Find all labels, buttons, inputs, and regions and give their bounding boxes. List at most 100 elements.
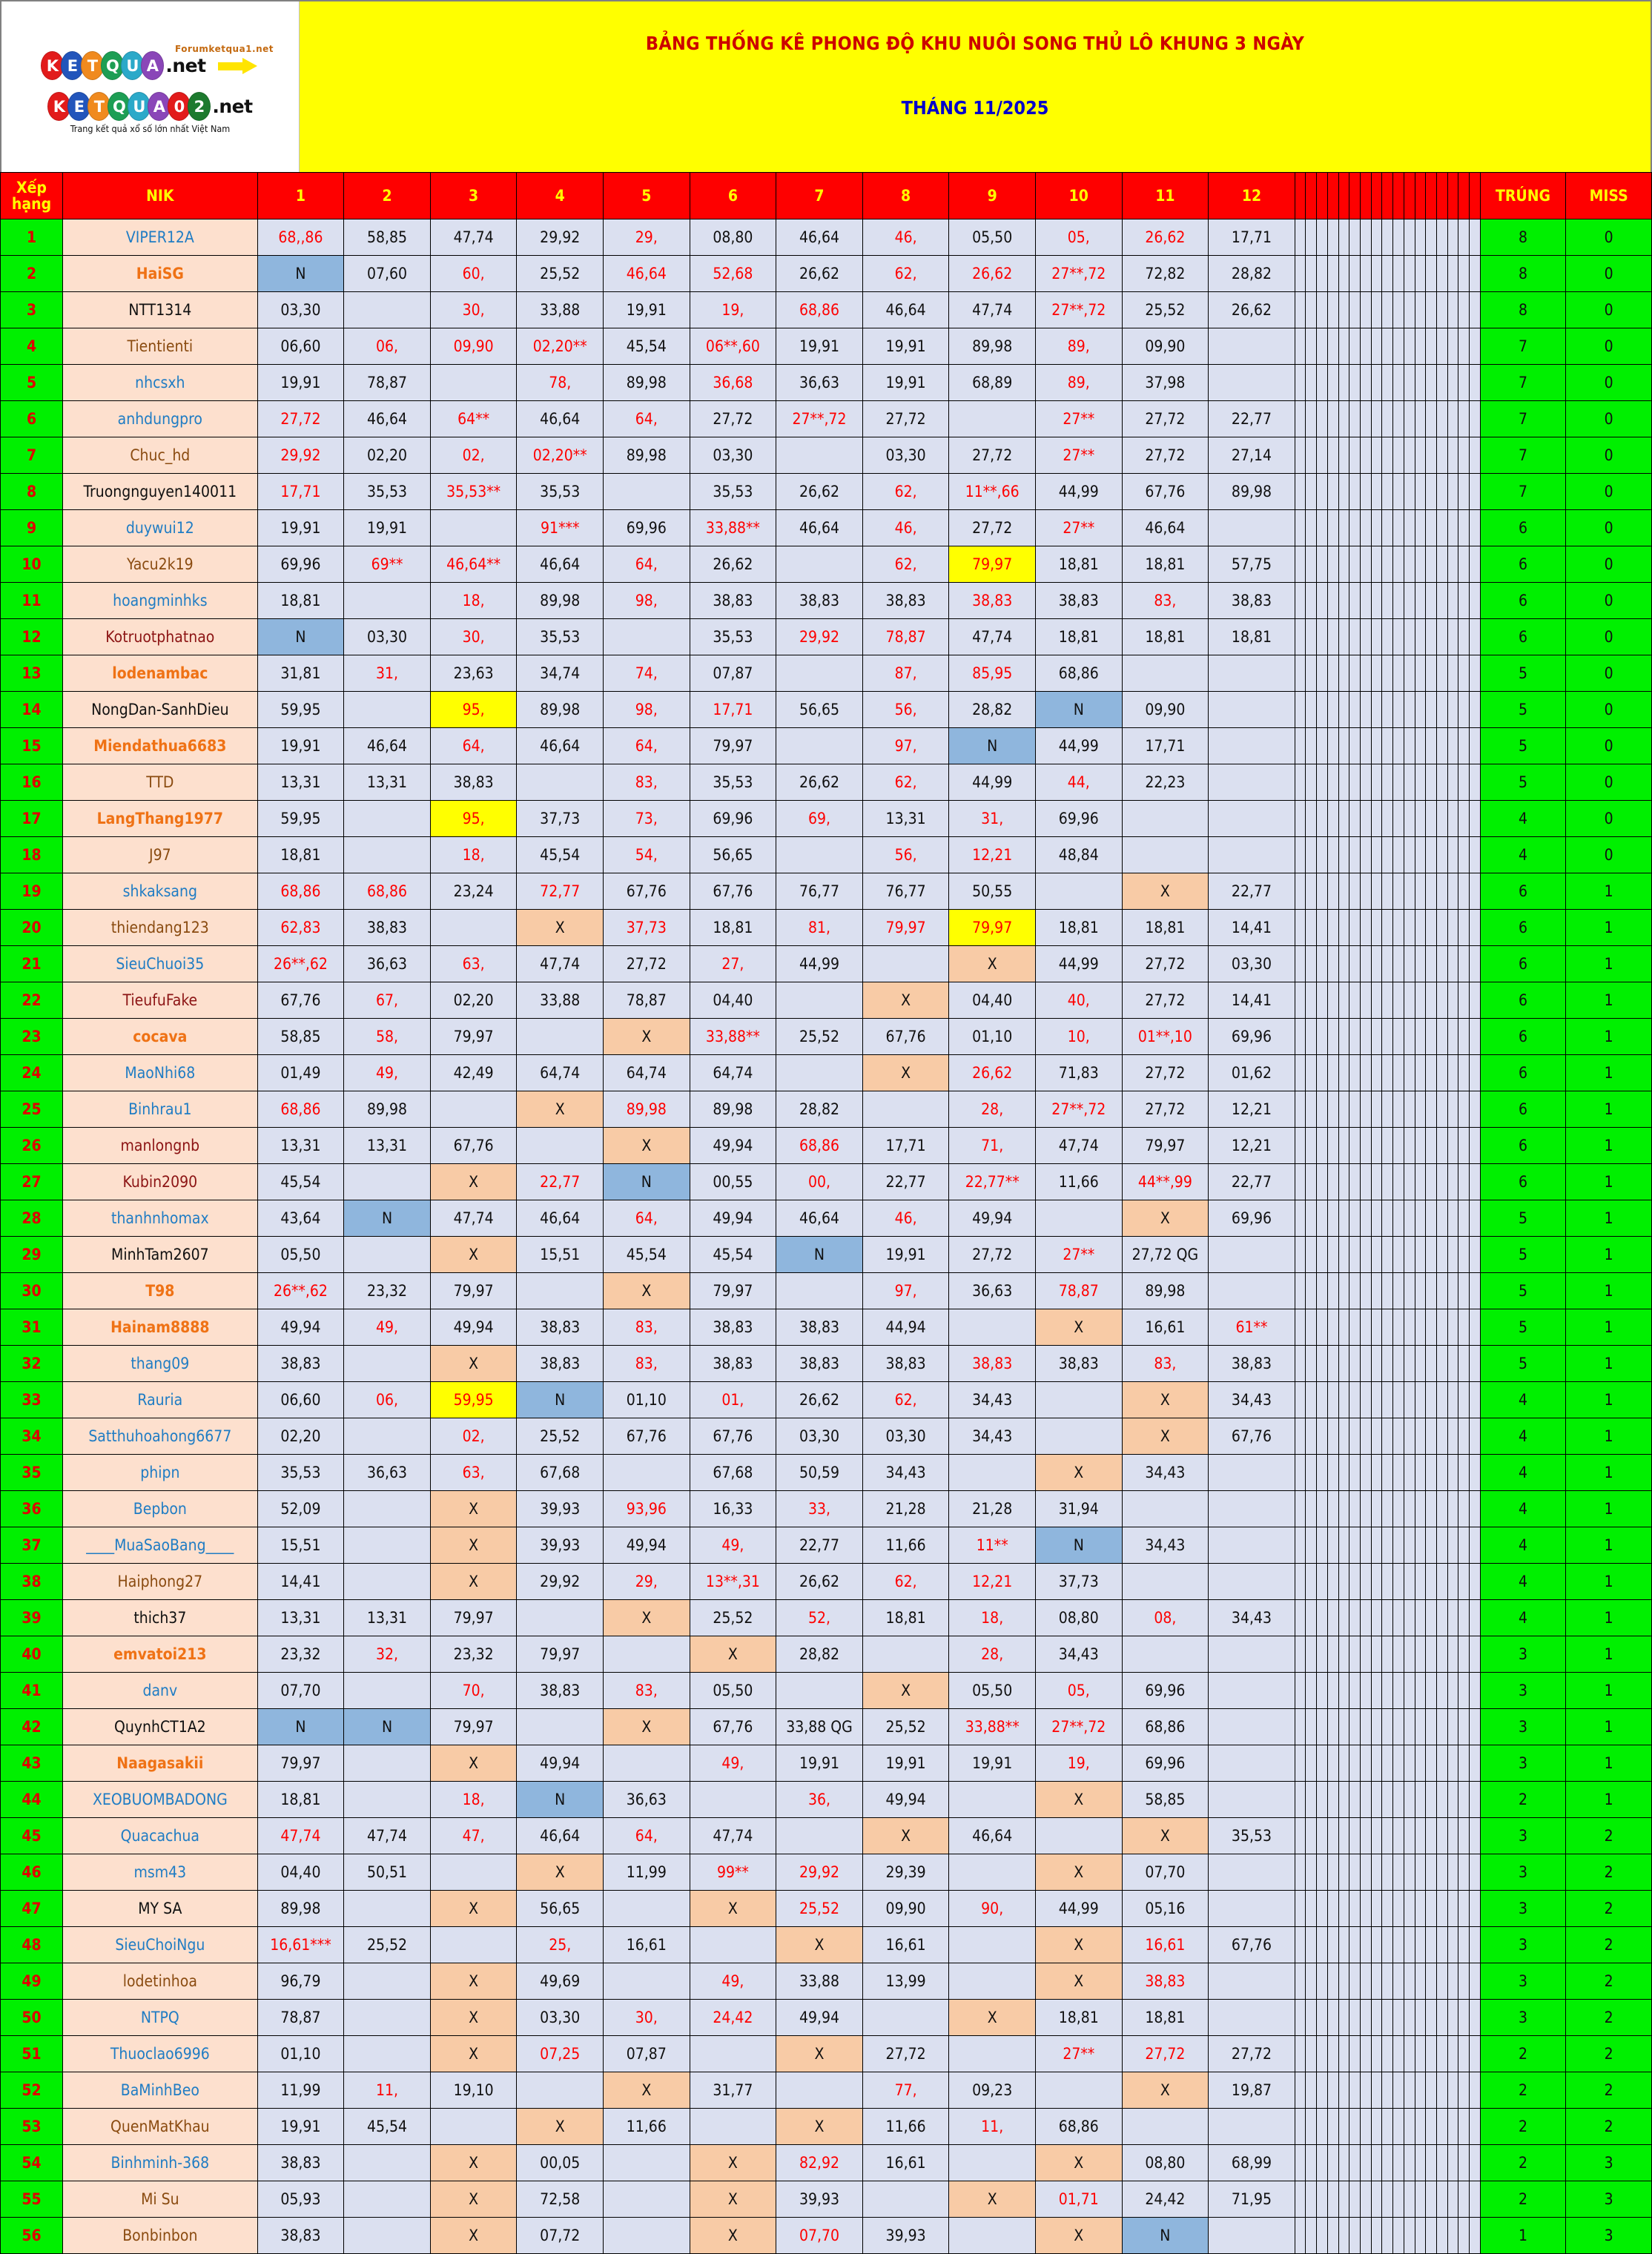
value-cell-day-8[interactable]: 76,77 [862, 873, 950, 910]
value-cell-day-2[interactable]: 68,86 [343, 873, 431, 910]
value-cell-day-7[interactable]: 38,83 [776, 582, 863, 619]
value-cell-day-7[interactable]: 68,86 [776, 1127, 863, 1164]
value-cell-day-12[interactable]: 01,62 [1208, 1054, 1295, 1091]
value-cell-day-4[interactable]: 33,88 [516, 291, 604, 328]
value-cell-day-7[interactable]: 26,62 [776, 1563, 863, 1600]
value-cell-day-1[interactable]: 96,79 [257, 1963, 345, 2000]
nik-cell[interactable]: MinhTam2607 [62, 1236, 258, 1273]
table-row[interactable]: 23 cocava 58,85 58, 79,97 X 33,88** 25,52 67,76 0… [0, 1018, 1652, 1055]
value-cell-day-3[interactable]: 60, [429, 255, 518, 292]
value-cell-day-12[interactable]: 69,96 [1208, 1018, 1295, 1055]
value-cell-day-12[interactable]: 26,62 [1208, 291, 1295, 328]
value-cell-day-10[interactable]: 44,99 [1034, 945, 1123, 982]
value-cell-day-7[interactable]: 56,65 [776, 691, 863, 728]
value-cell-day-10[interactable]: 10, [1034, 1018, 1123, 1055]
value-cell-day-4[interactable]: 67,68 [516, 1454, 604, 1491]
value-cell-day-9[interactable]: 05,50 [948, 1672, 1036, 1709]
value-cell-day-10[interactable]: 18,81 [1034, 618, 1123, 655]
table-row[interactable]: 4 Tientienti 06,60 06, 09,90 02,20** 45,54 06**… [0, 328, 1652, 365]
value-cell-day-1[interactable]: 45,54 [257, 1163, 345, 1200]
value-cell-day-6[interactable]: 24,42 [689, 1999, 777, 2036]
value-cell-day-8[interactable]: 62, [862, 1381, 950, 1418]
value-cell-day-8[interactable]: 09,90 [862, 1890, 950, 1927]
value-cell-day-3[interactable]: 09,90 [429, 328, 518, 365]
value-cell-day-7[interactable]: 27**,72 [776, 400, 863, 437]
value-cell-day-8[interactable]: 19,91 [862, 328, 950, 365]
value-cell-day-12[interactable]: 27,14 [1208, 437, 1295, 474]
value-cell-day-9[interactable]: 28, [948, 1091, 1036, 1128]
value-cell-day-6[interactable]: 27, [689, 945, 777, 982]
value-cell-day-8[interactable]: 19,91 [862, 1745, 950, 1782]
value-cell-day-6[interactable]: 33,88** [689, 509, 777, 546]
nik-cell[interactable]: Miendathua6683 [62, 727, 258, 764]
value-cell-day-9[interactable]: 11, [948, 2108, 1036, 2145]
value-cell-day-9[interactable]: 19,91 [948, 1745, 1036, 1782]
value-cell-day-9[interactable]: 90, [948, 1890, 1036, 1927]
value-cell-day-7[interactable]: 46,64 [776, 1200, 863, 1237]
value-cell-day-2[interactable]: 31, [343, 655, 431, 692]
table-row[interactable]: 3 NTT1314 03,30 30, 33,88 19,91 19, 68,86 46,64 4… [0, 291, 1652, 328]
table-row[interactable]: 55 Mi Su 05,93 X 72,58 X 39,93 X 01,71 24,42 71,95… [0, 2181, 1652, 2218]
value-cell-day-11[interactable]: X [1121, 1817, 1209, 1854]
value-cell-day-10[interactable]: 40, [1034, 982, 1123, 1019]
value-cell-day-6[interactable]: 47,74 [689, 1817, 777, 1854]
value-cell-day-7[interactable]: 00, [776, 1163, 863, 1200]
value-cell-day-4[interactable] [516, 1272, 604, 1309]
value-cell-day-11[interactable]: 34,43 [1121, 1454, 1209, 1491]
value-cell-day-10[interactable] [1034, 1381, 1123, 1418]
value-cell-day-7[interactable] [776, 1817, 863, 1854]
value-cell-day-2[interactable] [343, 2217, 431, 2254]
value-cell-day-2[interactable]: 11, [343, 2072, 431, 2109]
value-cell-day-9[interactable]: 26,62 [948, 255, 1036, 292]
value-cell-day-7[interactable]: 81, [776, 909, 863, 946]
nik-cell[interactable]: shkaksang [62, 873, 258, 910]
nik-cell[interactable]: J97 [62, 836, 258, 873]
value-cell-day-6[interactable]: 00,55 [689, 1163, 777, 1200]
value-cell-day-10[interactable]: 27**,72 [1034, 1708, 1123, 1745]
value-cell-day-4[interactable] [516, 1127, 604, 1164]
value-cell-day-10[interactable]: 68,86 [1034, 2108, 1123, 2145]
value-cell-day-1[interactable]: 58,85 [257, 1018, 345, 1055]
table-row[interactable]: 30 T98 26**,62 23,32 79,97 X 79,97 97, 36,63 78,8… [0, 1272, 1652, 1309]
table-row[interactable]: 54 Binhminh-368 38,83 X 00,05 X 82,92 16,61 X 08,… [0, 2144, 1652, 2181]
value-cell-day-6[interactable]: 13**,31 [689, 1563, 777, 1600]
value-cell-day-11[interactable]: 08,80 [1121, 2144, 1209, 2181]
nik-cell[interactable]: thanhnhomax [62, 1200, 258, 1237]
value-cell-day-9[interactable]: 46,64 [948, 1817, 1036, 1854]
value-cell-day-9[interactable]: 68,89 [948, 364, 1036, 401]
value-cell-day-5[interactable]: 19,91 [603, 291, 690, 328]
value-cell-day-8[interactable]: 56, [862, 836, 950, 873]
table-row[interactable]: 33 Rauria 06,60 06, 59,95 N 01,10 01, 26,62 62, 34… [0, 1381, 1652, 1418]
value-cell-day-4[interactable]: 47,74 [516, 945, 604, 982]
value-cell-day-8[interactable] [862, 2181, 950, 2218]
value-cell-day-6[interactable]: 64,74 [689, 1054, 777, 1091]
nik-cell[interactable]: Truongnguyen140011 [62, 473, 258, 510]
value-cell-day-10[interactable]: 18,81 [1034, 1999, 1123, 2036]
value-cell-day-10[interactable] [1034, 2072, 1123, 2109]
value-cell-day-12[interactable] [1208, 800, 1295, 837]
value-cell-day-5[interactable]: 64, [603, 727, 690, 764]
value-cell-day-4[interactable]: 03,30 [516, 1999, 604, 2036]
value-cell-day-8[interactable]: 97, [862, 727, 950, 764]
value-cell-day-7[interactable]: 26,62 [776, 1381, 863, 1418]
nik-cell[interactable]: BaMinhBeo [62, 2072, 258, 2109]
value-cell-day-2[interactable]: 25,52 [343, 1926, 431, 1963]
value-cell-day-1[interactable]: 18,81 [257, 1781, 345, 1818]
value-cell-day-12[interactable] [1208, 1672, 1295, 1709]
value-cell-day-8[interactable]: 16,61 [862, 1926, 950, 1963]
value-cell-day-12[interactable]: 19,87 [1208, 2072, 1295, 2109]
value-cell-day-3[interactable]: X [429, 1963, 518, 2000]
value-cell-day-5[interactable] [603, 473, 690, 510]
value-cell-day-7[interactable]: 38,83 [776, 1309, 863, 1346]
value-cell-day-6[interactable]: 67,68 [689, 1454, 777, 1491]
value-cell-day-1[interactable]: 26**,62 [257, 945, 345, 982]
value-cell-day-11[interactable]: X [1121, 1418, 1209, 1455]
table-row[interactable]: 38 Haiphong27 14,41 X 29,92 29, 13**,31 26,62 62… [0, 1563, 1652, 1600]
table-row[interactable]: 32 thang09 38,83 X 38,83 83, 38,83 38,83 38,83 38… [0, 1345, 1652, 1382]
value-cell-day-8[interactable]: 17,71 [862, 1127, 950, 1164]
value-cell-day-2[interactable] [343, 1963, 431, 2000]
value-cell-day-3[interactable]: 79,97 [429, 1272, 518, 1309]
value-cell-day-8[interactable] [862, 945, 950, 982]
value-cell-day-7[interactable]: 36, [776, 1781, 863, 1818]
value-cell-day-4[interactable]: 46,64 [516, 1200, 604, 1237]
